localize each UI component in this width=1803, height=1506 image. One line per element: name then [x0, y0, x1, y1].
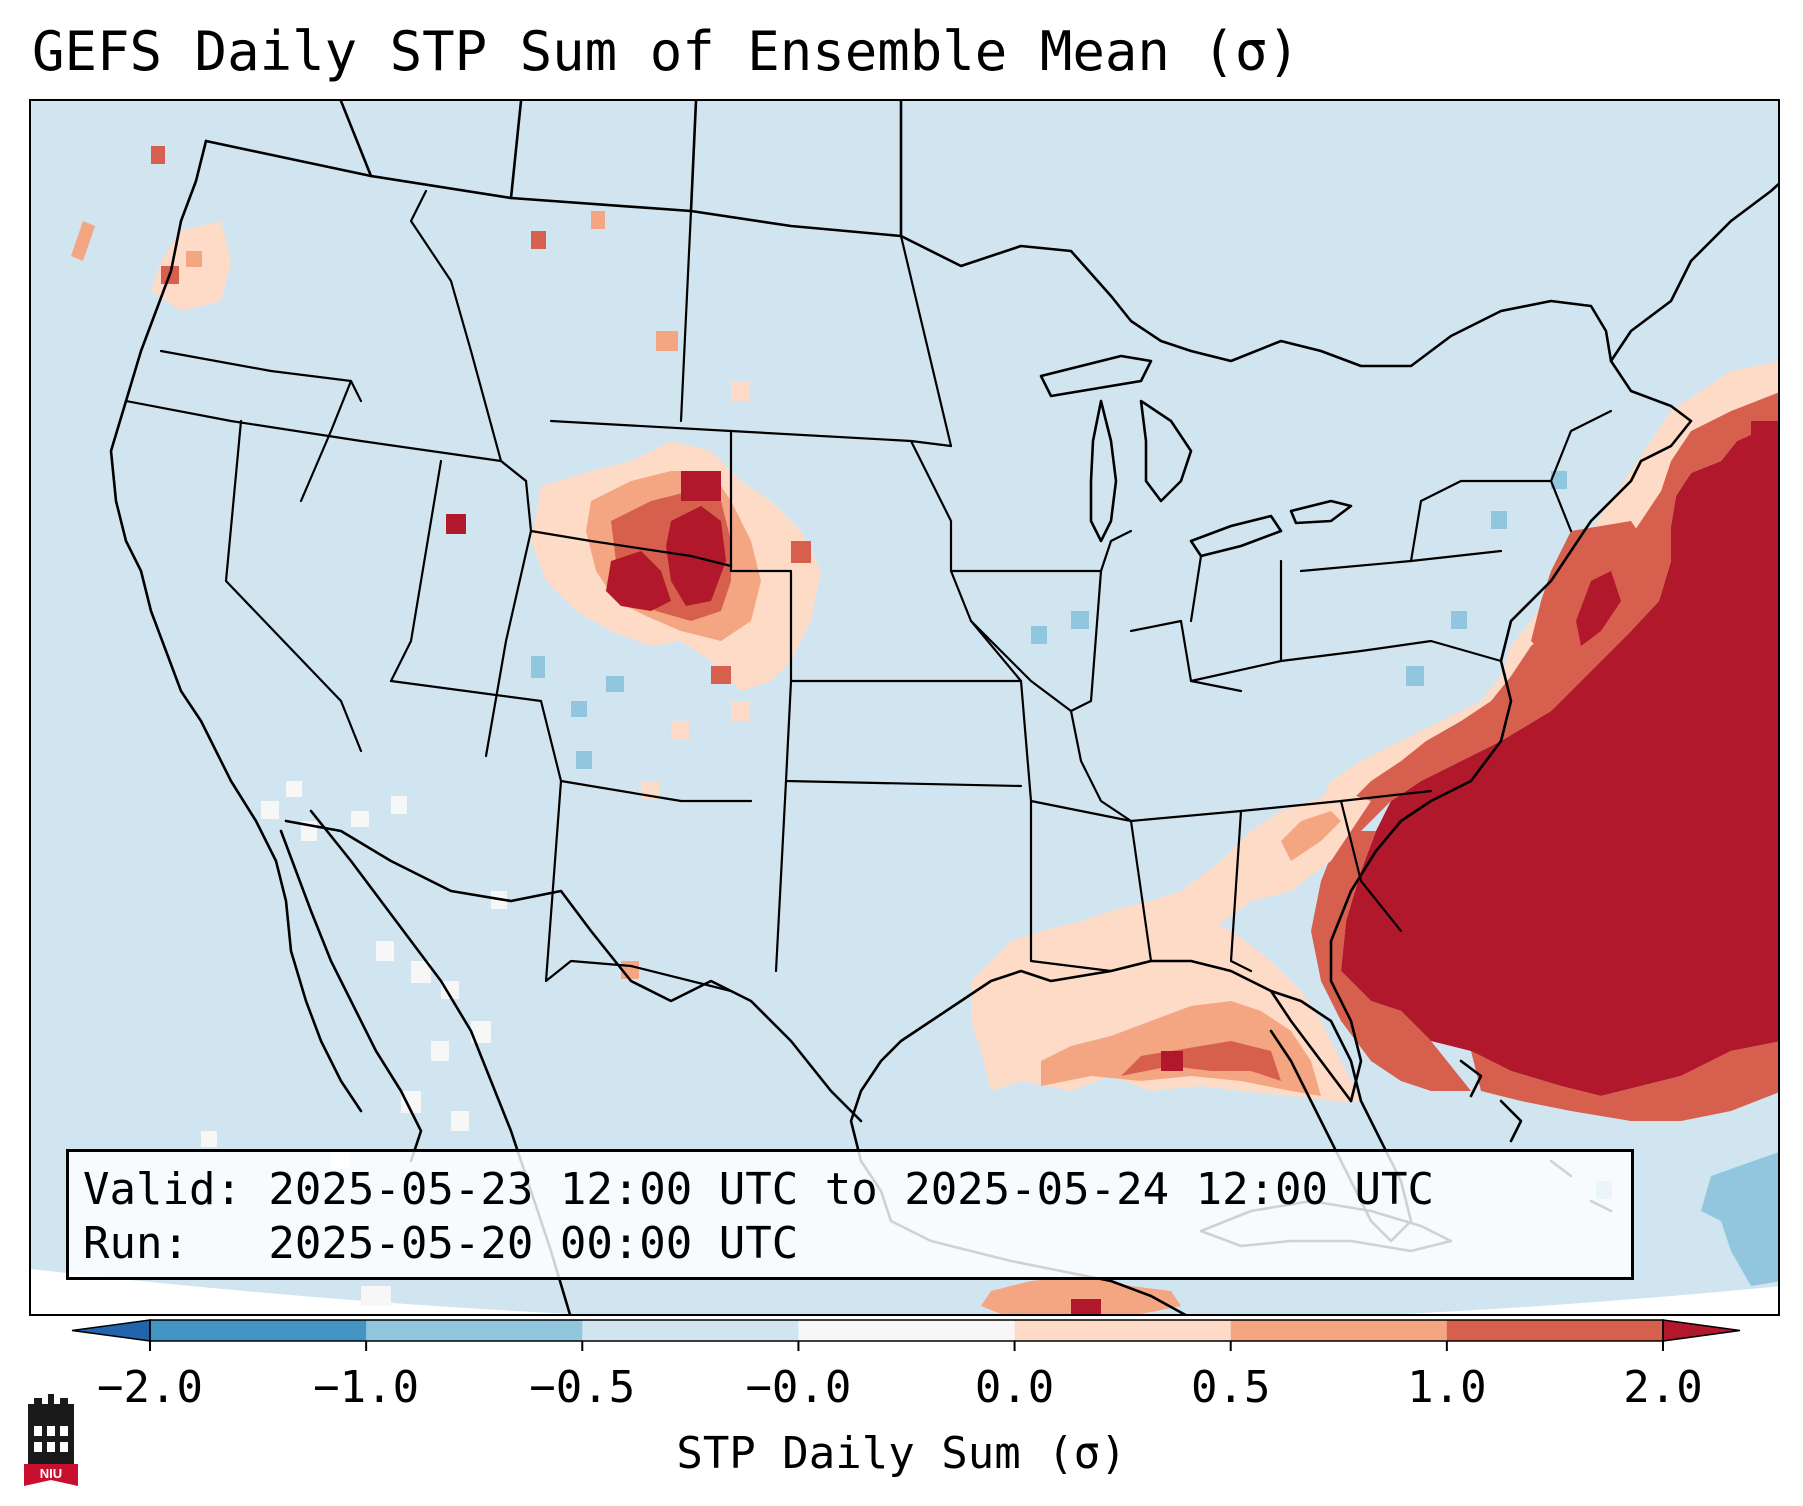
gulf-mid-band	[1041, 1001, 1321, 1096]
pnw-cell-3	[186, 251, 202, 267]
colorbar-under-extension	[71, 1319, 151, 1342]
gulf-coastline	[849, 959, 1353, 1223]
plains-core-b	[666, 506, 726, 606]
atlantic-edge-1	[1341, 392, 1778, 831]
us-canada-border	[204, 139, 1613, 368]
atlantic-core	[1341, 422, 1778, 1096]
colorbar-bin	[582, 1320, 799, 1341]
colorbar-over-extension	[1662, 1319, 1741, 1342]
west-coastline	[109, 139, 363, 1113]
lake-huron	[1139, 399, 1193, 503]
montana-cell-2	[656, 331, 678, 351]
gulf-south-dark-cell	[1071, 1299, 1101, 1314]
logo-banner	[24, 1464, 78, 1486]
map-panel	[29, 99, 1780, 1316]
lake-superior	[1039, 354, 1153, 398]
niu-logo: NIU	[24, 1394, 78, 1486]
montana-cell-1	[591, 211, 605, 229]
colorbar-tick-label: 0.5	[1190, 1362, 1271, 1413]
gulf-south-band	[981, 1276, 1181, 1314]
valid-time-text: Valid: 2025-05-23 12:00 UTC to 2025-05-2…	[83, 1164, 1435, 1215]
north-coast-strip	[1751, 421, 1778, 451]
colorbar-outline	[149, 1319, 1664, 1342]
colorbar-tick-label: −2.0	[97, 1362, 203, 1413]
atlantic-high-stp-region	[1311, 361, 1778, 1286]
gulf-stp-region	[971, 791, 1371, 1314]
colorbar-tick-label: 1.0	[1407, 1362, 1487, 1413]
pnw-cell-1	[151, 146, 165, 164]
colorbar-tick-label: −0.0	[745, 1362, 852, 1413]
colorbar-bin	[366, 1320, 583, 1341]
colorado-cell-1	[711, 666, 731, 684]
stp-field-map	[31, 101, 1778, 1314]
colorbar-tick-label: −1.0	[313, 1362, 420, 1413]
plains-core-a	[606, 551, 671, 611]
colorbar-tick-label: −0.5	[529, 1362, 636, 1413]
bahamas-2	[1499, 1099, 1523, 1143]
bahamas-1	[1459, 1059, 1483, 1098]
plains-core-c	[681, 471, 721, 501]
georgia-patch	[1281, 811, 1341, 861]
pnw-streak	[71, 221, 95, 261]
colorbar-bin	[1446, 1320, 1664, 1341]
idaho-cell	[531, 231, 546, 249]
logo-text: NIU	[40, 1466, 62, 1481]
chart-title: GEFS Daily STP Sum of Ensemble Mean (σ)	[32, 20, 1300, 83]
valid-run-infobox: Valid: 2025-05-23 12:00 UTC to 2025-05-2…	[66, 1149, 1634, 1280]
pacific-northwest-stp	[71, 146, 231, 311]
colorbar-bin	[1014, 1320, 1232, 1341]
northeast-core	[1576, 571, 1621, 646]
baja-peninsula	[279, 829, 423, 1163]
logo-tower	[28, 1394, 74, 1420]
run-time-text: Run: 2025-05-20 00:00 UTC	[83, 1218, 799, 1269]
colorbar-bin	[798, 1320, 1016, 1341]
lake-ontario	[1289, 499, 1353, 525]
northeast-coastline	[1609, 182, 1778, 363]
state-lines	[124, 189, 1613, 993]
utah-dark-cell	[446, 514, 466, 534]
colorbar-bin	[1230, 1320, 1448, 1341]
colorbar-label: STP Daily Sum (σ)	[676, 1428, 1127, 1479]
us-mexico-border	[284, 819, 863, 1123]
nebraska-cell	[791, 541, 811, 563]
montana-cell-3	[731, 381, 749, 401]
southeast-edge	[1471, 1041, 1778, 1121]
northern-plains-stp-cluster	[446, 211, 821, 979]
gulf-dark-cell	[1161, 1051, 1183, 1071]
colorado-cell-3	[731, 701, 749, 721]
south-bahamas-blue	[1701, 1152, 1778, 1286]
lake-michigan	[1089, 399, 1118, 543]
colorado-cell-2	[671, 721, 689, 739]
colorbar-tick-label: 2.0	[1623, 1362, 1703, 1413]
colorbar-tick-label: 0.0	[974, 1362, 1055, 1413]
atlantic-pale-edge	[1311, 361, 1778, 831]
gulf-red-cells	[1121, 1041, 1281, 1081]
colorbar-bin	[150, 1320, 367, 1341]
